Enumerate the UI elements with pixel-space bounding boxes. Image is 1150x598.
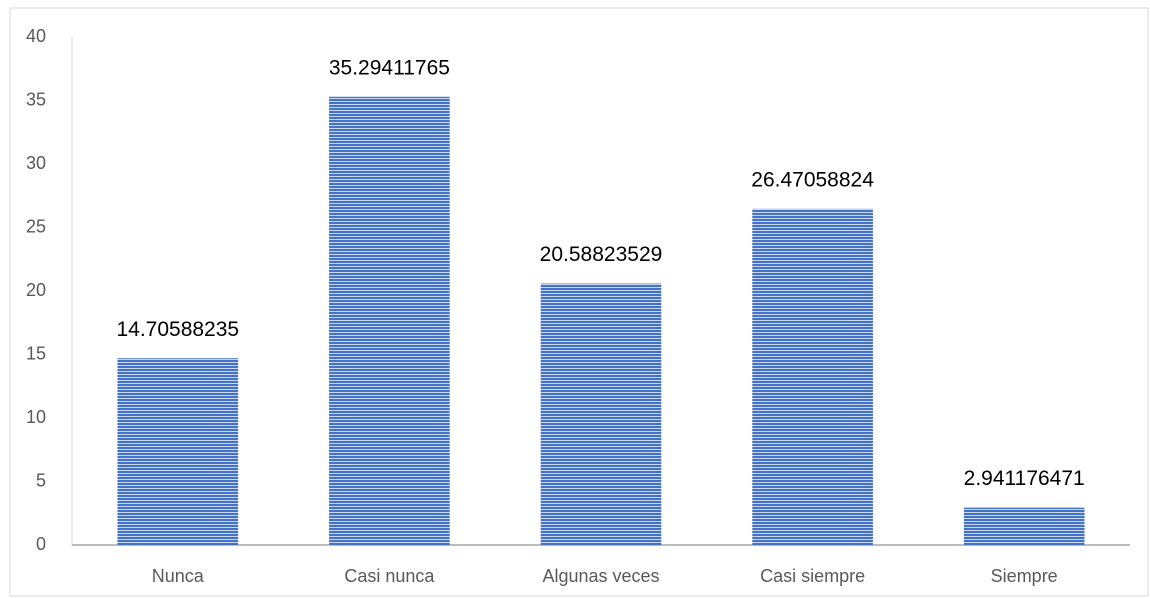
bar [752,208,873,545]
x-tick-label: Algunas veces [542,566,659,586]
y-tick-label: 5 [36,470,46,490]
x-tick-label: Siempre [991,566,1058,586]
data-label: 35.29411765 [329,56,450,79]
x-tick-label: Nunca [152,566,205,586]
y-tick-label: 0 [36,534,46,554]
data-label: 2.941176471 [964,467,1085,490]
y-tick-label: 10 [26,407,46,427]
bar [117,358,239,545]
chart-border [9,7,1149,597]
y-tick-label: 25 [26,216,46,236]
x-tick-label: Casi siempre [760,566,865,586]
data-label: 26.47058824 [751,168,874,191]
y-tick-label: 30 [26,153,46,173]
bar [540,283,662,545]
bar [963,507,1085,545]
y-tick-label: 35 [26,89,46,109]
data-label: 20.58823529 [540,243,663,266]
y-tick-label: 15 [26,343,46,363]
y-tick-label: 40 [26,26,46,46]
bar [329,96,450,545]
x-tick-label: Casi nunca [344,566,435,586]
data-label: 14.70588235 [116,318,239,341]
y-tick-label: 20 [26,280,46,300]
